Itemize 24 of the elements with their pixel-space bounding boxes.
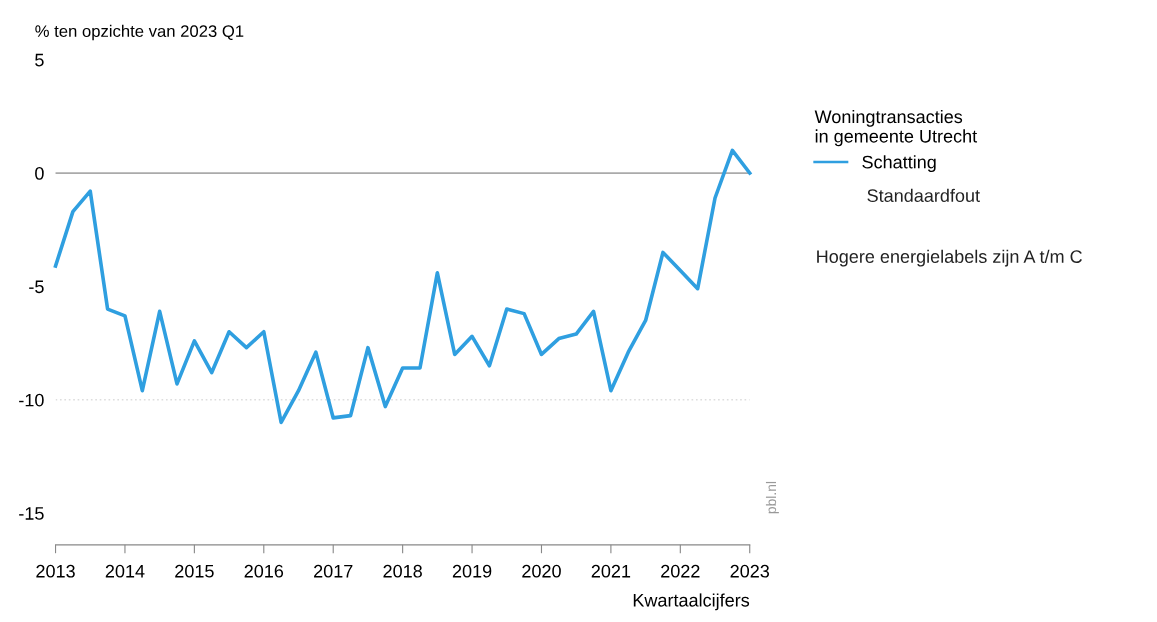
text: Standaardfout (867, 188, 980, 203)
y-tick-label: -10 (19, 393, 44, 407)
y-tick-label: -15 (19, 507, 44, 520)
legend-label: Schatting (862, 155, 936, 173)
x-tick-label: 2021 (591, 564, 631, 578)
text: pbl.nl (765, 481, 779, 514)
text: Hogere energielabels zijn A t/m C (817, 249, 1082, 267)
x-tick-label: 2023 (730, 564, 770, 578)
y-axis-title: % ten opzichte van 2023 Q1 (35, 24, 244, 41)
x-tick-label: 2019 (452, 564, 492, 578)
x-tick-label: 2018 (383, 564, 422, 578)
x-tick-label: 2017 (314, 564, 353, 578)
y-tick-label: 5 (35, 53, 44, 67)
x-tick-label: 2016 (244, 564, 284, 578)
line-series (53, 148, 752, 425)
y-tick-label: 0 (35, 167, 44, 180)
x-tick-label: 2020 (522, 564, 561, 578)
x-tick-label: 2015 (175, 564, 214, 578)
x-tick-label: 2013 (36, 564, 75, 578)
legend-title: Woningtransacties in gemeente Utrecht (814, 109, 978, 147)
x-tick-label: 2022 (661, 564, 700, 578)
x-tick-label: 2014 (105, 564, 145, 578)
y-tick-label: -5 (29, 280, 44, 294)
x-axis-title: Kwartaalcijfers (633, 593, 750, 611)
